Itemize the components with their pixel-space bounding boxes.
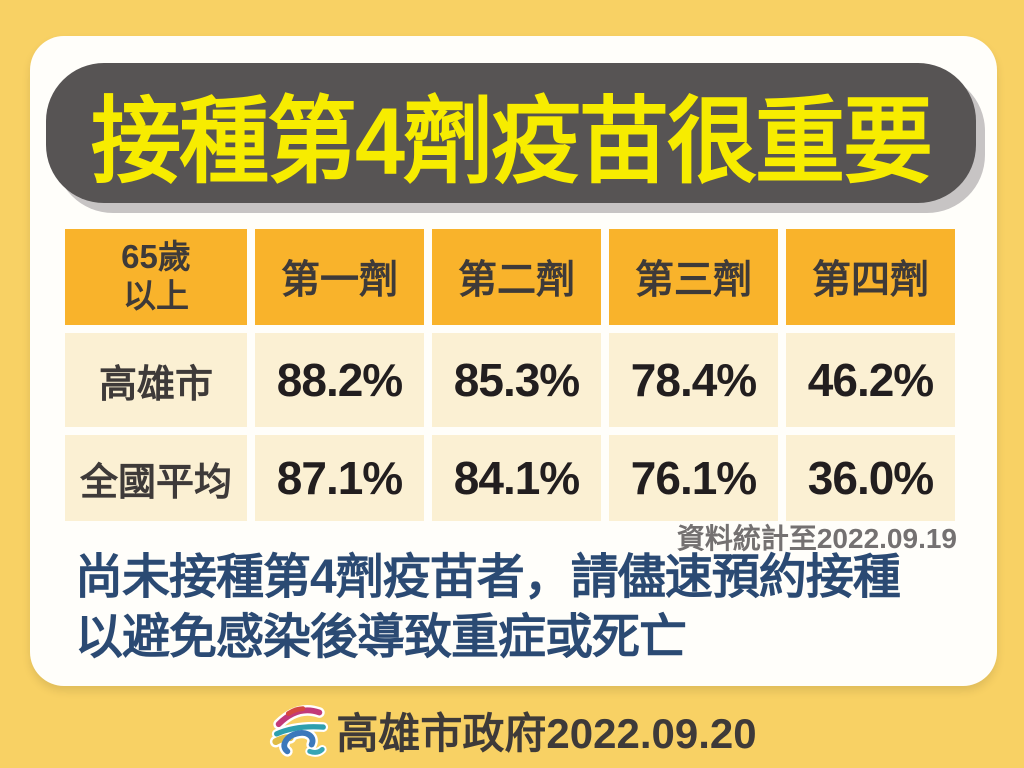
footer: 高雄市政府2022.09.20 <box>0 697 1024 763</box>
column-header-dose4: 第四劑 <box>786 229 955 325</box>
table-cell: 85.3% <box>432 333 601 427</box>
corner-header-line1: 65歲 <box>121 238 191 276</box>
table-cell: 78.4% <box>609 333 778 427</box>
row-label: 高雄市 <box>98 363 213 406</box>
poster-title: 接種第4劑疫苗很重要 <box>90 89 933 195</box>
call-to-action-line1: 尚未接種第4劑疫苗者，請儘速預約接種 <box>75 551 901 604</box>
cell-value: 88.2% <box>276 354 403 406</box>
kaohsiung-city-logo-icon <box>270 705 329 757</box>
title-banner: 接種第4劑疫苗很重要 <box>46 63 976 203</box>
row-label: 全國平均 <box>79 461 232 504</box>
call-to-action-line2: 以避免感染後導致重症或死亡 <box>75 611 687 664</box>
table-cell: 36.0% <box>786 435 955 521</box>
table-cell: 76.1% <box>609 435 778 521</box>
table-cell: 84.1% <box>432 435 601 521</box>
table-corner-header: 65歲 以上 <box>65 229 247 325</box>
cell-value: 87.1% <box>276 452 403 504</box>
data-cutoff-note: 資料統計至2022.09.19 <box>676 523 957 554</box>
footer-text: 高雄市政府2022.09.20 <box>336 709 757 757</box>
cell-value: 76.1% <box>630 452 757 504</box>
table-cell: 88.2% <box>255 333 424 427</box>
corner-header-line2: 以上 <box>123 277 189 314</box>
column-header-dose2: 第二劑 <box>432 229 601 325</box>
cell-value: 84.1% <box>453 452 580 504</box>
poster-card: 接種第4劑疫苗很重要 65歲 以上 第一劑 第二劑 第三劑 第四劑 高雄市 88… <box>30 36 997 686</box>
table-cell: 87.1% <box>255 435 424 521</box>
cell-value: 46.2% <box>807 354 934 406</box>
column-header-dose1: 第一劑 <box>255 229 424 325</box>
cell-value: 78.4% <box>630 354 757 406</box>
cell-value: 36.0% <box>807 452 934 504</box>
call-to-action-message: 尚未接種第4劑疫苗者，請儘速預約接種 以避免感染後導致重症或死亡 <box>75 548 901 668</box>
vaccination-rate-table: 65歲 以上 第一劑 第二劑 第三劑 第四劑 高雄市 88.2% 85.3% 7… <box>65 229 955 521</box>
column-header-dose3: 第三劑 <box>609 229 778 325</box>
cell-value: 85.3% <box>453 354 580 406</box>
table-row-label-national-average: 全國平均 <box>65 435 247 521</box>
table-row-label-kaohsiung: 高雄市 <box>65 333 247 427</box>
table-cell: 46.2% <box>786 333 955 427</box>
